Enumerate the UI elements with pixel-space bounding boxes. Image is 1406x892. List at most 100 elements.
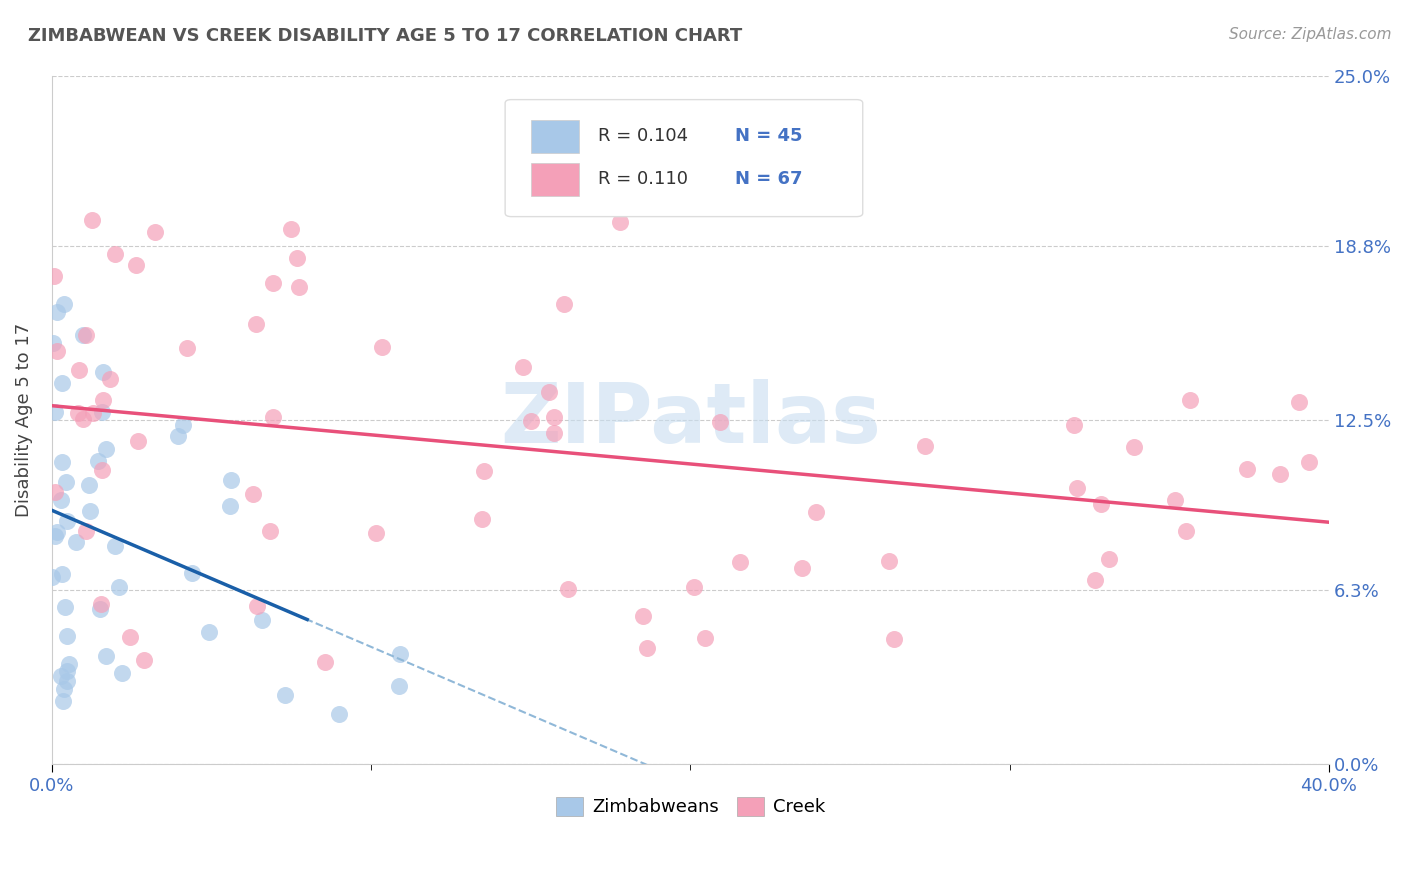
Point: [792, 561, 814, 575]
Point: [87, 454, 110, 468]
Point: [94, 442, 117, 457]
Text: R = 0.104: R = 0.104: [599, 127, 689, 145]
Point: [94, 648, 117, 663]
Point: [90, 597, 112, 611]
Point: [219, 473, 242, 487]
Point: [44, 484, 66, 499]
Point: [104, 247, 127, 261]
Point: [52, 694, 75, 708]
Point: [51, 566, 73, 581]
Point: [72, 412, 94, 426]
Point: [328, 706, 350, 721]
Point: [519, 414, 541, 428]
Point: [636, 641, 658, 656]
Point: [631, 608, 654, 623]
Point: [58, 657, 80, 672]
Point: [75, 524, 97, 538]
Point: [472, 464, 495, 478]
Point: [53, 600, 76, 615]
Point: [1236, 461, 1258, 475]
Text: R = 0.110: R = 0.110: [599, 170, 689, 188]
Point: [512, 360, 534, 375]
Point: [79, 504, 101, 518]
Point: [1288, 394, 1310, 409]
Point: [543, 409, 565, 424]
Point: [118, 630, 141, 644]
Point: [197, 625, 219, 640]
Point: [877, 554, 900, 568]
Point: [1178, 392, 1201, 407]
Point: [1268, 467, 1291, 481]
Point: [56, 664, 79, 678]
Point: [883, 632, 905, 647]
FancyBboxPatch shape: [505, 100, 863, 217]
Point: [145, 225, 167, 239]
Point: [1298, 455, 1320, 469]
Point: [543, 425, 565, 440]
FancyBboxPatch shape: [530, 120, 579, 153]
Point: [67, 406, 90, 420]
Point: [111, 666, 134, 681]
Point: [75, 327, 97, 342]
Point: [55, 629, 77, 643]
Point: [242, 486, 264, 500]
Point: [80, 213, 103, 227]
Point: [250, 614, 273, 628]
Point: [77, 477, 100, 491]
Text: N = 45: N = 45: [735, 127, 803, 145]
Point: [98, 371, 121, 385]
Point: [44, 529, 66, 543]
Point: [553, 297, 575, 311]
Point: [82, 406, 104, 420]
Point: [709, 415, 731, 429]
Point: [167, 429, 190, 443]
Point: [93, 392, 115, 407]
Point: [538, 384, 561, 399]
Point: [914, 439, 936, 453]
Point: [470, 512, 492, 526]
Point: [46, 344, 69, 359]
Point: [67, 362, 90, 376]
Point: [134, 653, 156, 667]
Point: [259, 524, 281, 538]
Point: [728, 555, 751, 569]
Point: [557, 582, 579, 596]
Point: [41, 570, 63, 584]
Point: [49, 668, 72, 682]
Point: [51, 376, 73, 390]
Point: [172, 418, 194, 433]
Point: [804, 505, 827, 519]
Point: [45, 524, 67, 539]
Point: [56, 673, 79, 688]
Point: [389, 647, 412, 661]
Point: [285, 251, 308, 265]
Point: [1163, 492, 1185, 507]
Point: [245, 317, 267, 331]
Point: [314, 655, 336, 669]
Point: [246, 599, 269, 613]
Point: [1174, 524, 1197, 538]
Text: ZIMBABWEAN VS CREEK DISABILITY AGE 5 TO 17 CORRELATION CHART: ZIMBABWEAN VS CREEK DISABILITY AGE 5 TO …: [28, 27, 742, 45]
Point: [387, 679, 409, 693]
Point: [262, 410, 284, 425]
Point: [1090, 497, 1112, 511]
Point: [262, 276, 284, 290]
Point: [693, 631, 716, 645]
Point: [1063, 418, 1085, 433]
Point: [124, 258, 146, 272]
Point: [52, 297, 75, 311]
Point: [91, 404, 114, 418]
Point: [45, 305, 67, 319]
Point: [89, 602, 111, 616]
Point: [127, 434, 149, 449]
Point: [280, 221, 302, 235]
Point: [1083, 574, 1105, 588]
Point: [56, 514, 79, 528]
Point: [1066, 481, 1088, 495]
Point: [180, 566, 202, 580]
Point: [176, 341, 198, 355]
Text: ZIPatlas: ZIPatlas: [499, 379, 880, 460]
Point: [1123, 440, 1146, 454]
Point: [107, 580, 129, 594]
Point: [371, 340, 394, 354]
